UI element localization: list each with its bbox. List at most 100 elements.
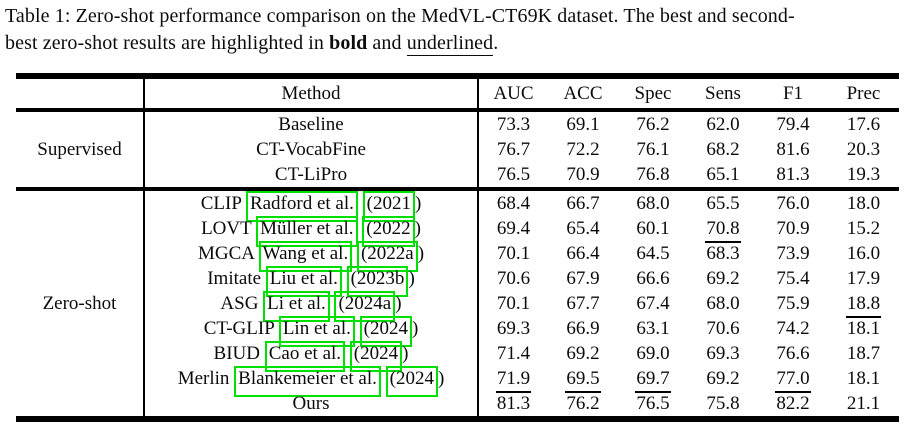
metric-cell: 79.4 bbox=[776, 113, 810, 135]
metric-cell: 70.9 bbox=[548, 162, 618, 191]
citation-authors-link[interactable]: Wang et al. bbox=[258, 240, 353, 272]
caption-text: and bbox=[367, 32, 407, 54]
best-value-cell: 76.2 bbox=[566, 392, 600, 414]
best-value-cell: 21.1 bbox=[846, 392, 881, 414]
metric-cell: 63.1 bbox=[636, 317, 670, 339]
citation-authors-link[interactable]: Blankemeier et al. bbox=[234, 365, 381, 397]
table-row-biud: BIUD Cao et al. (2024) 71.4 69.2 69.0 69… bbox=[16, 340, 899, 372]
caption-underlined-word: underlined bbox=[406, 32, 494, 56]
metric-cell: 76.6 bbox=[776, 342, 810, 364]
table-header-row: Method AUC ACC Spec Sens F1 Prec bbox=[16, 76, 899, 112]
metric-cell: 68.3 bbox=[706, 242, 740, 264]
best-value-cell: 82.2 bbox=[776, 392, 810, 414]
method-cell: CT-LiPro bbox=[144, 162, 479, 191]
method-cell: CLIP Radford et al. (2021) bbox=[144, 189, 479, 222]
method-column-header: Method bbox=[144, 76, 479, 112]
f1-column-header: F1 bbox=[758, 76, 828, 112]
method-cell: Imitate Liu et al. (2023b) bbox=[144, 265, 479, 297]
best-value-cell: 75.8 bbox=[706, 392, 740, 414]
citation-close-paren: ) bbox=[414, 217, 421, 239]
caption-text: . bbox=[493, 32, 499, 54]
citation-close-paren: ) bbox=[395, 292, 402, 314]
citation-authors-link[interactable]: Radford et al. bbox=[245, 190, 358, 222]
metric-cell: 69.3 bbox=[496, 317, 531, 339]
table-row-baseline: Supervised Baseline 73.3 69.1 76.2 62.0 … bbox=[16, 110, 899, 191]
metric-cell: 69.0 bbox=[636, 342, 670, 364]
metric-cell: 15.2 bbox=[846, 217, 881, 239]
metric-cell: 76.5 bbox=[478, 162, 548, 191]
metric-cell: 70.1 bbox=[496, 292, 531, 314]
citation-close-paren: ) bbox=[437, 367, 445, 389]
method-cell: BIUD Cao et al. (2024) bbox=[144, 340, 479, 372]
results-table: Method AUC ACC Spec Sens F1 Prec Supervi… bbox=[16, 73, 899, 422]
best-value-cell: 76.5 bbox=[636, 392, 670, 414]
metric-cell: 69.4 bbox=[496, 217, 531, 239]
citation-close-paren: ) bbox=[417, 242, 425, 264]
table-row-ct-vocabfine: CT-VocabFine 76.7 72.2 76.1 68.2 81.6 20… bbox=[16, 137, 899, 162]
method-cell: CT-GLIP Lin et al. (2024) bbox=[144, 315, 479, 347]
method-cell: Merlin Blankemeier et al. (2024) bbox=[144, 365, 479, 397]
metric-cell: 67.7 bbox=[566, 292, 600, 314]
citation-year-link[interactable]: (2024 bbox=[349, 340, 403, 372]
acc-column-header: ACC bbox=[548, 76, 618, 112]
metric-cell: 76.2 bbox=[636, 113, 670, 135]
metric-cell: 75.9 bbox=[776, 292, 810, 314]
metric-cell: 62.0 bbox=[706, 113, 740, 135]
method-name: Imitate bbox=[207, 267, 262, 289]
metric-cell: 76.0 bbox=[776, 192, 810, 214]
metric-cell: 65.4 bbox=[566, 217, 600, 239]
table-caption: Table 1: Zero-shot performance compariso… bbox=[5, 3, 907, 57]
metric-cell: 74.2 bbox=[776, 317, 810, 339]
table-row-mgca: MGCA Wang et al. (2022a) 70.1 66.4 64.5 … bbox=[16, 240, 899, 272]
citation-year-link[interactable]: (2022a bbox=[356, 240, 418, 272]
metric-cell: 70.1 bbox=[496, 242, 531, 264]
table-row-clip: Zero-shot CLIP Radford et al. (2021) 68.… bbox=[16, 189, 899, 419]
second-best-value: 69.7 bbox=[635, 367, 671, 393]
metric-cell: 67.4 bbox=[636, 292, 670, 314]
citation-authors-link[interactable]: Li et al. bbox=[263, 290, 330, 322]
citation-authors-link[interactable]: Liu et al. bbox=[265, 265, 342, 297]
metric-cell: 69.2 bbox=[706, 267, 740, 289]
caption-text: best zero-shot results are highlighted i… bbox=[5, 32, 330, 54]
method-name: MGCA bbox=[197, 242, 254, 264]
citation-year-link[interactable]: (2024a bbox=[334, 290, 396, 322]
citation-authors-link[interactable]: Lin et al. bbox=[278, 315, 355, 347]
method-cell: Ours bbox=[144, 391, 479, 419]
group-column-header bbox=[16, 76, 145, 112]
metric-cell: 67.9 bbox=[566, 267, 600, 289]
table-row-imitate: Imitate Liu et al. (2023b) 70.6 67.9 66.… bbox=[16, 265, 899, 297]
metric-cell: 66.6 bbox=[636, 267, 670, 289]
citation-year-link[interactable]: (2024 bbox=[385, 365, 438, 397]
metric-cell: 19.3 bbox=[828, 162, 899, 191]
metric-cell: 69.1 bbox=[566, 113, 600, 135]
citation-authors-link[interactable]: Cao et al. bbox=[264, 340, 346, 372]
method-name: BIUD bbox=[213, 342, 260, 364]
metric-cell: 68.0 bbox=[636, 192, 670, 214]
citation-year-link[interactable]: (2021 bbox=[362, 190, 415, 222]
metric-cell: 17.9 bbox=[846, 267, 881, 289]
metric-cell: 69.5 bbox=[548, 366, 618, 393]
citation-year-link[interactable]: (2023b bbox=[346, 265, 409, 297]
metric-cell: 65.1 bbox=[688, 162, 758, 191]
method-cell: LOVT Müller et al. (2022) bbox=[144, 215, 479, 247]
table-row-lovt: LOVT Müller et al. (2022) 69.4 65.4 60.1… bbox=[16, 215, 899, 247]
citation-year-link[interactable]: (2022 bbox=[362, 215, 415, 247]
citation-close-paren: ) bbox=[408, 267, 415, 289]
metric-cell: 69.3 bbox=[706, 342, 740, 364]
metric-cell: 68.0 bbox=[706, 292, 740, 314]
caption-bold-word: bold bbox=[329, 32, 368, 54]
metric-cell: 73.9 bbox=[776, 242, 810, 264]
citation-year-link[interactable]: (2024 bbox=[359, 315, 412, 347]
auc-column-header: AUC bbox=[478, 76, 548, 112]
metric-cell: 76.1 bbox=[636, 138, 670, 160]
metric-cell: 68.2 bbox=[706, 138, 740, 160]
metric-cell: 16.0 bbox=[846, 242, 881, 264]
metric-cell: 75.4 bbox=[776, 267, 810, 289]
metric-cell: 70.6 bbox=[706, 317, 740, 339]
method-name: ASG bbox=[220, 292, 259, 314]
table-row-ct-lipro: CT-LiPro 76.5 70.9 76.8 65.1 81.3 19.3 bbox=[16, 162, 899, 191]
method-name: CT-GLIP bbox=[203, 317, 275, 339]
metric-cell: 18.8 bbox=[828, 291, 899, 318]
citation-authors-link[interactable]: Müller et al. bbox=[256, 215, 358, 247]
